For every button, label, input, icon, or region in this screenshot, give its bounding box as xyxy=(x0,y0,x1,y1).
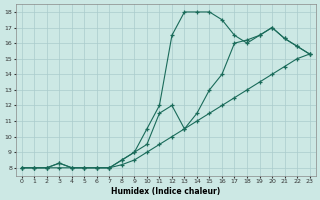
X-axis label: Humidex (Indice chaleur): Humidex (Indice chaleur) xyxy=(111,187,220,196)
